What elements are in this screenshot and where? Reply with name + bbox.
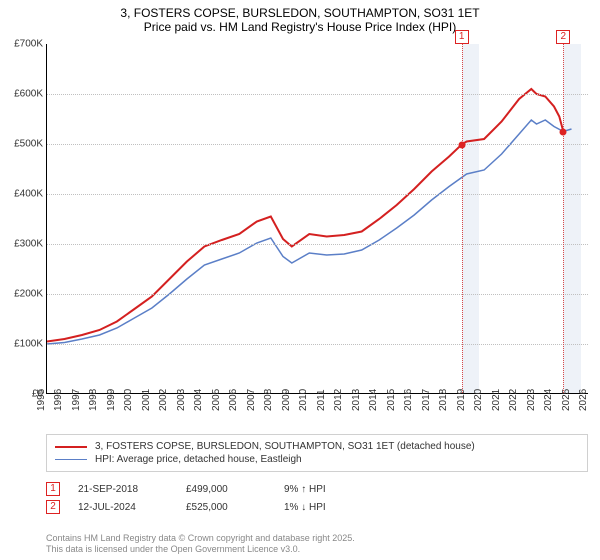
- x-axis-label: 2017: [421, 389, 432, 411]
- x-axis-label: 2005: [211, 389, 222, 411]
- series-line-price_paid: [47, 89, 563, 342]
- arrow-down-icon: ↓: [301, 502, 306, 513]
- x-axis-label: 2016: [403, 389, 414, 411]
- x-axis-label: 1997: [71, 389, 82, 411]
- transaction-marker-1: 1: [46, 482, 60, 496]
- chart-lines-svg: [47, 44, 588, 393]
- table-row: 2 12-JUL-2024 £525,000 1% ↓ HPI: [46, 500, 588, 514]
- transaction-date: 21-SEP-2018: [78, 484, 168, 495]
- x-axis-label: 2014: [368, 389, 379, 411]
- y-axis-label: £400K: [14, 189, 43, 200]
- legend-swatch-price-paid: [55, 446, 87, 448]
- transaction-date: 12-JUL-2024: [78, 502, 168, 513]
- data-point-marker: [458, 141, 465, 148]
- x-axis-label: 2018: [438, 389, 449, 411]
- x-axis-label: 1998: [88, 389, 99, 411]
- x-axis-label: 2009: [281, 389, 292, 411]
- legend-item-price-paid: 3, FOSTERS COPSE, BURSLEDON, SOUTHAMPTON…: [55, 441, 579, 452]
- x-axis-label: 2012: [333, 389, 344, 411]
- chart-title: 3, FOSTERS COPSE, BURSLEDON, SOUTHAMPTON…: [0, 0, 600, 36]
- y-axis-label: £300K: [14, 239, 43, 250]
- title-line-1: 3, FOSTERS COPSE, BURSLEDON, SOUTHAMPTON…: [10, 6, 590, 20]
- footer-line-1: Contains HM Land Registry data © Crown c…: [46, 533, 588, 545]
- transaction-marker-2: 2: [46, 500, 60, 514]
- arrow-up-icon: ↑: [301, 484, 306, 495]
- footer-attribution: Contains HM Land Registry data © Crown c…: [46, 533, 588, 556]
- x-axis-label: 2003: [176, 389, 187, 411]
- title-line-2: Price paid vs. HM Land Registry's House …: [10, 20, 590, 34]
- x-axis-label: 2025: [560, 389, 571, 411]
- x-axis-label: 1996: [53, 389, 64, 411]
- x-axis-label: 2008: [263, 389, 274, 411]
- y-axis-label: £700K: [14, 39, 43, 50]
- y-axis-label: £500K: [14, 139, 43, 150]
- transactions-table: 1 21-SEP-2018 £499,000 9% ↑ HPI 2 12-JUL…: [46, 478, 588, 518]
- x-axis-label: 2023: [525, 389, 536, 411]
- chart-marker-1: 1: [455, 30, 469, 44]
- legend-swatch-hpi: [55, 459, 87, 461]
- transaction-price: £525,000: [186, 502, 266, 513]
- series-line-hpi: [47, 120, 572, 344]
- x-axis-label: 2011: [316, 389, 327, 411]
- x-axis-label: 2007: [246, 389, 257, 411]
- x-axis-label: 2002: [158, 389, 169, 411]
- x-axis-label: 2010: [298, 389, 309, 411]
- x-axis-label: 2024: [543, 389, 554, 411]
- x-axis-label: 2000: [123, 389, 134, 411]
- x-axis-label: 2001: [141, 389, 152, 411]
- x-axis-label: 2013: [351, 389, 362, 411]
- table-row: 1 21-SEP-2018 £499,000 9% ↑ HPI: [46, 482, 588, 496]
- transaction-delta: 1% ↓ HPI: [284, 502, 326, 513]
- legend-label-hpi: HPI: Average price, detached house, East…: [95, 454, 302, 465]
- chart-container: 3, FOSTERS COPSE, BURSLEDON, SOUTHAMPTON…: [0, 0, 600, 560]
- y-axis-label: £100K: [14, 339, 43, 350]
- footer-line-2: This data is licensed under the Open Gov…: [46, 544, 588, 556]
- data-point-marker: [560, 128, 567, 135]
- legend-label-price-paid: 3, FOSTERS COPSE, BURSLEDON, SOUTHAMPTON…: [95, 441, 475, 452]
- x-axis-label: 2015: [386, 389, 397, 411]
- chart-marker-2: 2: [556, 30, 570, 44]
- x-axis-label: 1995: [36, 389, 47, 411]
- x-axis-label: 2004: [193, 389, 204, 411]
- x-axis-label: 2020: [473, 389, 484, 411]
- x-axis-label: 2026: [578, 389, 589, 411]
- x-axis-label: 2022: [508, 389, 519, 411]
- x-axis-label: 2006: [228, 389, 239, 411]
- y-axis-label: £200K: [14, 289, 43, 300]
- transaction-delta: 9% ↑ HPI: [284, 484, 326, 495]
- legend: 3, FOSTERS COPSE, BURSLEDON, SOUTHAMPTON…: [46, 434, 588, 472]
- plot-area: £0£100K£200K£300K£400K£500K£600K£700K199…: [46, 44, 588, 394]
- x-axis-label: 1999: [106, 389, 117, 411]
- y-axis-label: £600K: [14, 89, 43, 100]
- transaction-price: £499,000: [186, 484, 266, 495]
- x-axis-label: 2021: [490, 389, 501, 411]
- legend-item-hpi: HPI: Average price, detached house, East…: [55, 454, 579, 465]
